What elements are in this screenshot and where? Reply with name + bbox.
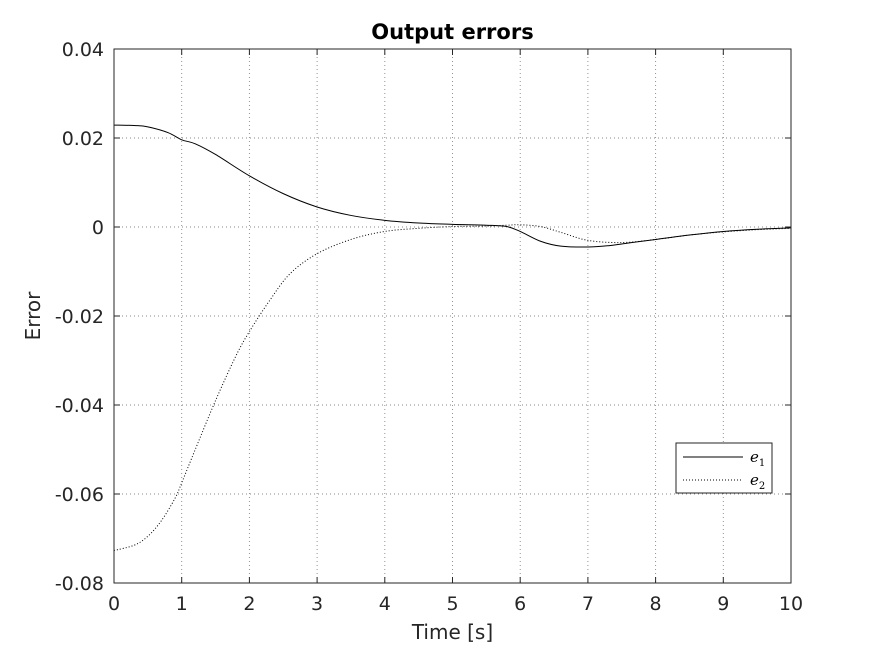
x-tick-label: 0 xyxy=(108,593,120,615)
x-tick-label: 10 xyxy=(779,593,803,615)
ticks: 0 1 2 3 4 5 6 7 8 9 10 0.04 0.02 0 -0.02 -0.04 -0.06 -0.0… xyxy=(55,39,803,615)
y-tick-label: 0.04 xyxy=(62,39,104,61)
y-tick-label: -0.06 xyxy=(55,484,104,506)
y-axis-label: Error xyxy=(21,291,45,341)
x-tick-label: 5 xyxy=(446,593,458,615)
chart-title: Output errors xyxy=(371,20,533,44)
y-tick-label: -0.04 xyxy=(55,395,104,417)
series-layer xyxy=(113,124,792,551)
y-tick-label: 0 xyxy=(92,217,104,239)
x-tick-label: 1 xyxy=(176,593,188,615)
legend: e1 e2 xyxy=(675,442,773,494)
legend-box xyxy=(675,442,773,494)
y-tick-label: 0.02 xyxy=(62,128,104,150)
x-tick-label: 3 xyxy=(311,593,323,615)
series-line-e1 xyxy=(113,124,792,248)
legend-label-e1: e1 xyxy=(750,448,765,469)
x-axis-label: Time [s] xyxy=(411,620,493,644)
y-tick-label: -0.02 xyxy=(55,306,104,328)
x-tick-label: 4 xyxy=(379,593,391,615)
x-tick-label: 8 xyxy=(650,593,662,615)
grid xyxy=(114,49,791,583)
x-tick-label: 9 xyxy=(717,593,729,615)
x-tick-label: 6 xyxy=(514,593,526,615)
legend-label-e2: e2 xyxy=(750,471,765,492)
x-tick-label: 2 xyxy=(243,593,255,615)
x-tick-label: 7 xyxy=(582,593,594,615)
y-tick-label: -0.08 xyxy=(55,573,104,595)
